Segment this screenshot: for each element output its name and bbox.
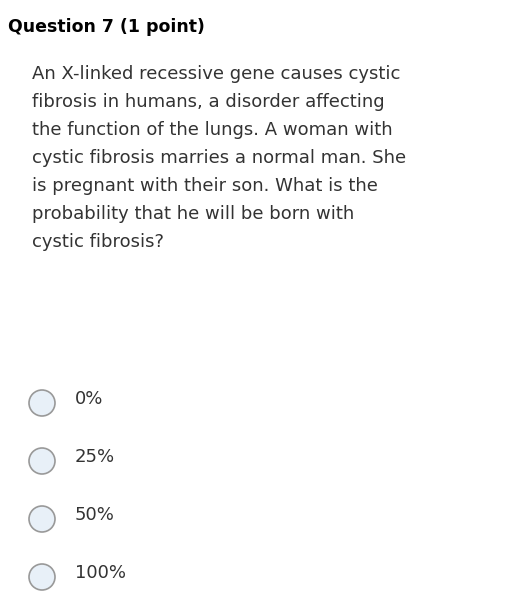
Text: is pregnant with their son. What is the: is pregnant with their son. What is the [32,177,378,195]
Text: the function of the lungs. A woman with: the function of the lungs. A woman with [32,121,393,139]
Text: cystic fibrosis?: cystic fibrosis? [32,233,164,251]
Text: 25%: 25% [75,448,115,466]
Circle shape [29,564,55,590]
Text: cystic fibrosis marries a normal man. She: cystic fibrosis marries a normal man. Sh… [32,149,406,167]
Circle shape [29,448,55,474]
Text: 0%: 0% [75,390,103,408]
Text: Question 7 (1 point): Question 7 (1 point) [8,18,205,36]
Circle shape [29,390,55,416]
Text: An X-linked recessive gene causes cystic: An X-linked recessive gene causes cystic [32,65,400,83]
Text: 50%: 50% [75,506,115,524]
Text: fibrosis in humans, a disorder affecting: fibrosis in humans, a disorder affecting [32,93,385,111]
Text: probability that he will be born with: probability that he will be born with [32,205,354,223]
Circle shape [29,506,55,532]
Text: 100%: 100% [75,564,126,582]
